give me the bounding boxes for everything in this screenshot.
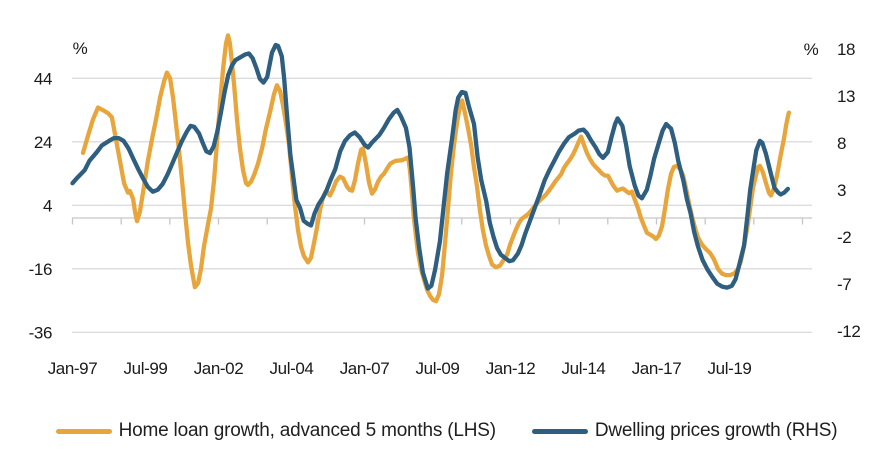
percent-sign-left: % bbox=[73, 39, 88, 58]
x-axis-label: Jan-02 bbox=[194, 359, 244, 378]
legend-swatch-home-loan bbox=[55, 428, 112, 434]
legend-item-home-loan: Home loan growth, advanced 5 months (LHS… bbox=[55, 420, 496, 442]
legend-label-dwelling-prices: Dwelling prices growth (RHS) bbox=[594, 420, 838, 441]
y-axis-label-left: 4 bbox=[43, 196, 52, 215]
y-axis-label-right: 3 bbox=[837, 181, 846, 200]
x-axis-label: Jan-97 bbox=[48, 359, 98, 378]
x-axis-label: Jan-17 bbox=[632, 359, 682, 378]
legend-item-dwelling-prices: Dwelling prices growth (RHS) bbox=[531, 420, 838, 442]
legend-swatch-dwelling-prices bbox=[531, 428, 588, 434]
y-axis-label-right: -7 bbox=[837, 275, 851, 294]
y-axis-label-left: -16 bbox=[29, 260, 52, 279]
y-axis-label-left: 24 bbox=[34, 133, 52, 152]
series-line-home-loan bbox=[80, 33, 792, 304]
y-axis-label-right: -12 bbox=[837, 322, 860, 341]
x-axis-label: Jul-99 bbox=[124, 359, 168, 378]
x-axis-label: Jan-12 bbox=[486, 359, 536, 378]
y-axis-label-left: 44 bbox=[34, 69, 52, 88]
legend-label-home-loan: Home loan growth, advanced 5 months (LHS… bbox=[118, 420, 496, 441]
x-axis-label: Jul-09 bbox=[416, 359, 460, 378]
x-axis-label: Jan-07 bbox=[340, 359, 390, 378]
legend: Home loan growth, advanced 5 months (LHS… bbox=[0, 410, 893, 452]
y-axis-label-right: 8 bbox=[837, 134, 846, 153]
y-axis-label-right: 13 bbox=[837, 87, 855, 106]
x-axis-label: Jul-19 bbox=[708, 359, 752, 378]
y-axis-label-left: -36 bbox=[29, 323, 52, 342]
y-axis-label-right: -2 bbox=[837, 228, 851, 247]
percent-sign-right: % bbox=[804, 40, 819, 59]
y-axis-label-right: 18 bbox=[837, 40, 855, 59]
x-axis-label: Jul-04 bbox=[270, 359, 314, 378]
series-line-dwelling-prices bbox=[70, 42, 791, 291]
x-axis-label: Jul-14 bbox=[562, 359, 606, 378]
